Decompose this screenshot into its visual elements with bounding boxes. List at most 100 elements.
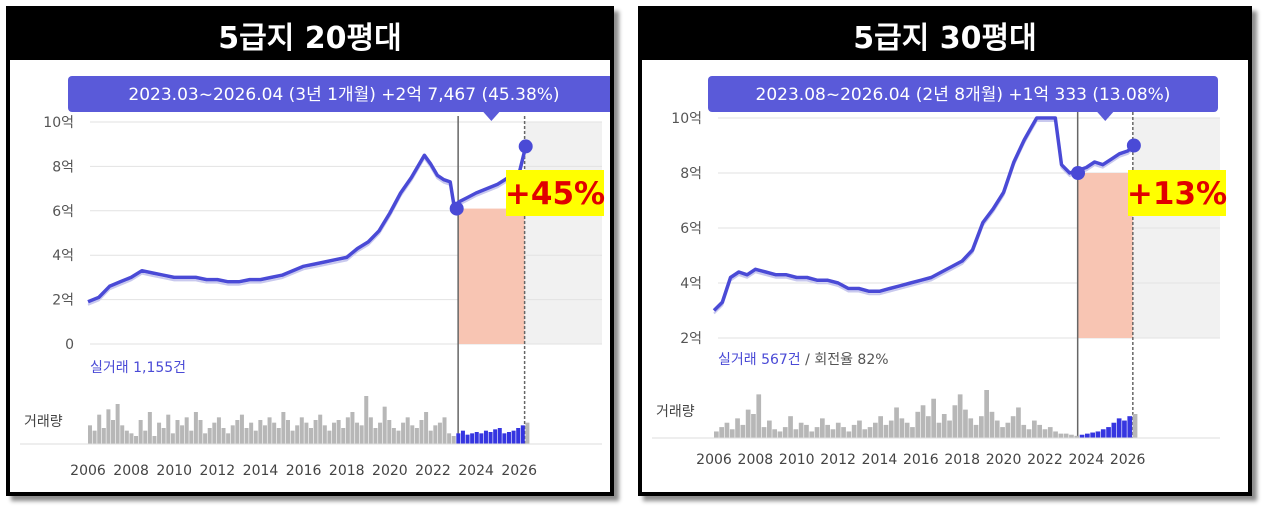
volume-bar <box>1085 433 1090 438</box>
volume-bar <box>904 422 910 438</box>
volume-bar <box>1053 431 1058 438</box>
volume-bar <box>788 416 793 438</box>
volume-bar <box>714 431 719 438</box>
volume-bar <box>968 418 974 438</box>
volume-bar <box>772 429 777 438</box>
volume-bar <box>941 414 947 438</box>
volume-bar <box>134 436 139 444</box>
volume-bar <box>428 430 433 444</box>
volume-bar <box>355 422 360 444</box>
volume-bar <box>276 428 281 444</box>
volume-bar <box>883 424 889 438</box>
volume-bar <box>851 424 857 438</box>
volume-bar <box>777 431 783 438</box>
volume-bar <box>1016 407 1021 438</box>
volume-bar <box>782 427 788 438</box>
volume-bar <box>253 430 258 444</box>
volume-bar <box>1116 418 1122 438</box>
volume-bar <box>735 418 740 438</box>
highlight-region <box>1077 173 1133 338</box>
future-region <box>524 122 602 344</box>
volume-bar <box>295 425 300 444</box>
x-tick-label: 2010 <box>779 452 815 468</box>
turnover-rate: / 회전율 82% <box>801 352 889 368</box>
volume-bar <box>724 422 730 438</box>
volume-bar <box>506 432 511 444</box>
volume-bar <box>221 428 226 444</box>
volume-bar <box>1079 434 1085 438</box>
volume-label: 거래량 <box>24 414 63 430</box>
chart-panel-30pyeong: 5급지 30평대 2억 4억 6억 8억 10억 2023.08~2026.04 (2년 … <box>638 6 1252 496</box>
x-tick-label: 2020 <box>372 463 408 479</box>
volume-bar <box>729 429 735 438</box>
volume-bar <box>1000 427 1005 438</box>
volume-bar <box>835 422 841 438</box>
volume-bar <box>267 417 272 444</box>
trade-count-value: 실거래 1,155건 <box>90 360 186 376</box>
volume-bar <box>332 422 337 444</box>
volume-bar <box>931 398 936 438</box>
volume-bar <box>157 422 162 444</box>
volume-bar <box>1042 429 1048 438</box>
x-tick-label: 2014 <box>243 463 279 479</box>
selection-end-point <box>1126 138 1141 153</box>
volume-bar <box>814 427 820 438</box>
price-chart-20pyeong[interactable]: 0 2억 4억 6억 8억 10억 2023.03~2026.04 (3년 1개월) +2억… <box>10 60 610 492</box>
volume-bar <box>1058 433 1064 438</box>
volume-bar <box>846 431 852 438</box>
volume-bar <box>947 420 952 438</box>
volume-bar <box>830 429 836 438</box>
volume-bar <box>1122 420 1127 438</box>
change-badge <box>1128 170 1226 216</box>
volume-bar <box>878 416 883 438</box>
volume-bar <box>920 405 926 438</box>
volume-bar <box>867 427 873 438</box>
x-tick-label: 2018 <box>329 463 365 479</box>
x-tick-label: 2012 <box>820 452 856 468</box>
volume-bar <box>230 425 235 444</box>
y-tick-label: 10억 <box>43 115 74 131</box>
volume-bar <box>488 432 493 444</box>
y-tick-label: 8억 <box>680 166 702 182</box>
volume-bar <box>483 430 488 444</box>
y-tick-label: 6억 <box>52 204 74 220</box>
volume-label: 거래량 <box>656 404 695 420</box>
volume-bar <box>258 420 263 444</box>
volume-bar <box>745 409 751 438</box>
volume-bar <box>180 425 185 444</box>
volume-bar <box>497 428 502 444</box>
volume-bar <box>456 433 461 444</box>
panel-title: 5급지 20평대 <box>10 10 610 60</box>
volume-bar <box>124 430 129 444</box>
volume-bar <box>281 412 286 444</box>
x-tick-label: 2022 <box>1027 452 1063 468</box>
x-tick-label: 2018 <box>944 452 980 468</box>
volume-bar <box>465 434 470 444</box>
panel-title: 5급지 30평대 <box>642 10 1248 60</box>
volume-bar <box>166 414 171 444</box>
volume-bar <box>396 430 401 444</box>
x-tick-label: 2020 <box>986 452 1022 468</box>
volume-bar <box>193 412 198 444</box>
price-chart-30pyeong[interactable]: 2억 4억 6억 8억 10억 2023.08~2026.04 (2년 8개월) +1억 … <box>642 60 1248 492</box>
selection-start-point <box>449 201 464 216</box>
volume-bar <box>719 427 724 438</box>
volume-bar <box>345 417 350 444</box>
volume-bar <box>216 417 221 444</box>
volume-bar <box>1100 429 1106 438</box>
volume-bar <box>285 420 290 444</box>
x-tick-label: 2026 <box>1110 452 1146 468</box>
volume-bar <box>994 420 1000 438</box>
volume-bar <box>761 427 767 438</box>
x-tick-label: 2026 <box>501 463 537 479</box>
volume-bar <box>1132 414 1138 438</box>
volume-bar <box>479 433 484 444</box>
trade-count: 실거래 1,155건 <box>90 360 186 376</box>
y-tick-label: 4억 <box>680 276 702 292</box>
y-tick-label: 2억 <box>680 331 702 347</box>
volume-bar <box>359 425 364 444</box>
volume-bar <box>327 430 332 444</box>
change-badge-text: +13% <box>1127 176 1227 212</box>
volume-bar <box>936 422 942 438</box>
volume-bar <box>957 394 963 438</box>
